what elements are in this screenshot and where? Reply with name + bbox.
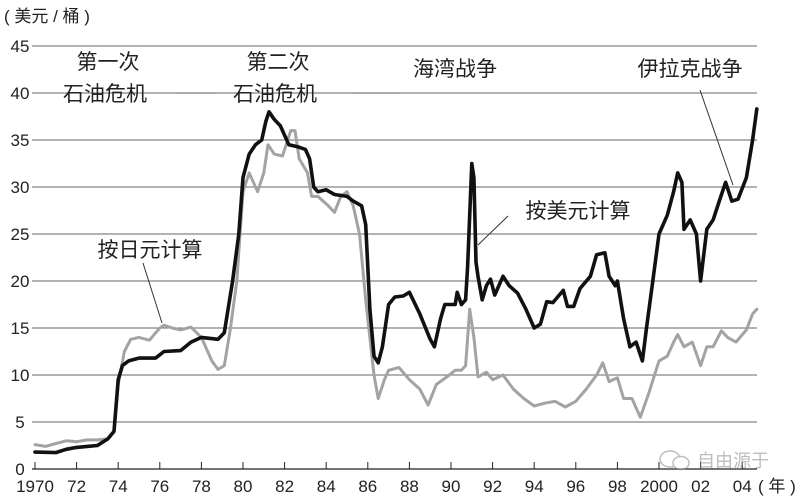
x-tick-label: 98: [608, 477, 627, 496]
x-tick-label: 02: [691, 477, 710, 496]
y-tick-label: 15: [11, 319, 30, 338]
jpy-price-line: [33, 129, 759, 448]
y-axis-ticks: 0 5 10 15 20 25 30 35 40 45: [11, 37, 30, 479]
usd-leader: [477, 215, 509, 246]
x-tick-label: 04: [733, 477, 752, 496]
x-axis-ticks: 1970 72 74 76 78 80 82 84 86 88 90 92 94 96 98 2000 02 04: [16, 462, 757, 496]
x-axis-unit-label: ( 年 ): [758, 477, 796, 496]
x-tick-label: 2000: [640, 477, 678, 496]
annotation-first-crisis-line2: 石油危机: [63, 83, 147, 106]
series-lines: [33, 107, 759, 455]
x-tick-label: 74: [109, 477, 128, 496]
x-tick-label: 78: [192, 477, 211, 496]
annotation-first-crisis-line1: 第一次: [77, 51, 140, 74]
x-tick-label: 86: [358, 477, 377, 496]
y-tick-label: 40: [11, 84, 30, 103]
y-tick-label: 25: [11, 225, 30, 244]
jpy-leader: [142, 262, 163, 324]
y-tick-label: 20: [11, 272, 30, 291]
annotation-usd-series: 按美元计算: [526, 200, 631, 223]
x-tick-label: 1970: [16, 477, 54, 496]
watermark: 自由源于: [659, 450, 769, 471]
y-tick-label: 10: [11, 366, 30, 385]
y-tick-label: 45: [11, 37, 30, 56]
x-tick-label: 88: [400, 477, 419, 496]
y-tick-label: 0: [15, 460, 24, 479]
x-tick-label: 82: [275, 477, 294, 496]
watermark-text: 自由源于: [697, 451, 769, 471]
x-tick-label: 72: [67, 477, 86, 496]
x-tick-label: 94: [525, 477, 544, 496]
usd-price-line: [33, 107, 759, 455]
x-tick-label: 80: [234, 477, 253, 496]
y-tick-label: 5: [15, 413, 24, 432]
annotation-second-crisis-line2: 石油危机: [233, 83, 317, 106]
x-tick-label: 76: [150, 477, 169, 496]
y-axis-unit-label: ( 美元 / 桶 ): [4, 7, 90, 26]
x-tick-label: 90: [442, 477, 461, 496]
x-tick-label: 84: [317, 477, 336, 496]
annotation-iraq-war: 伊拉克战争: [638, 58, 743, 81]
iraq-war-leader: [699, 89, 734, 186]
x-tick-label: 96: [566, 477, 585, 496]
annotation-second-crisis-line1: 第二次: [247, 51, 310, 74]
gridlines: [32, 45, 757, 423]
y-tick-label: 30: [11, 178, 30, 197]
y-tick-label: 35: [11, 131, 30, 150]
annotation-gulf-war: 海湾战争: [413, 58, 497, 81]
annotation-jpy-series: 按日元计算: [98, 239, 203, 262]
x-tick-label: 92: [483, 477, 502, 496]
